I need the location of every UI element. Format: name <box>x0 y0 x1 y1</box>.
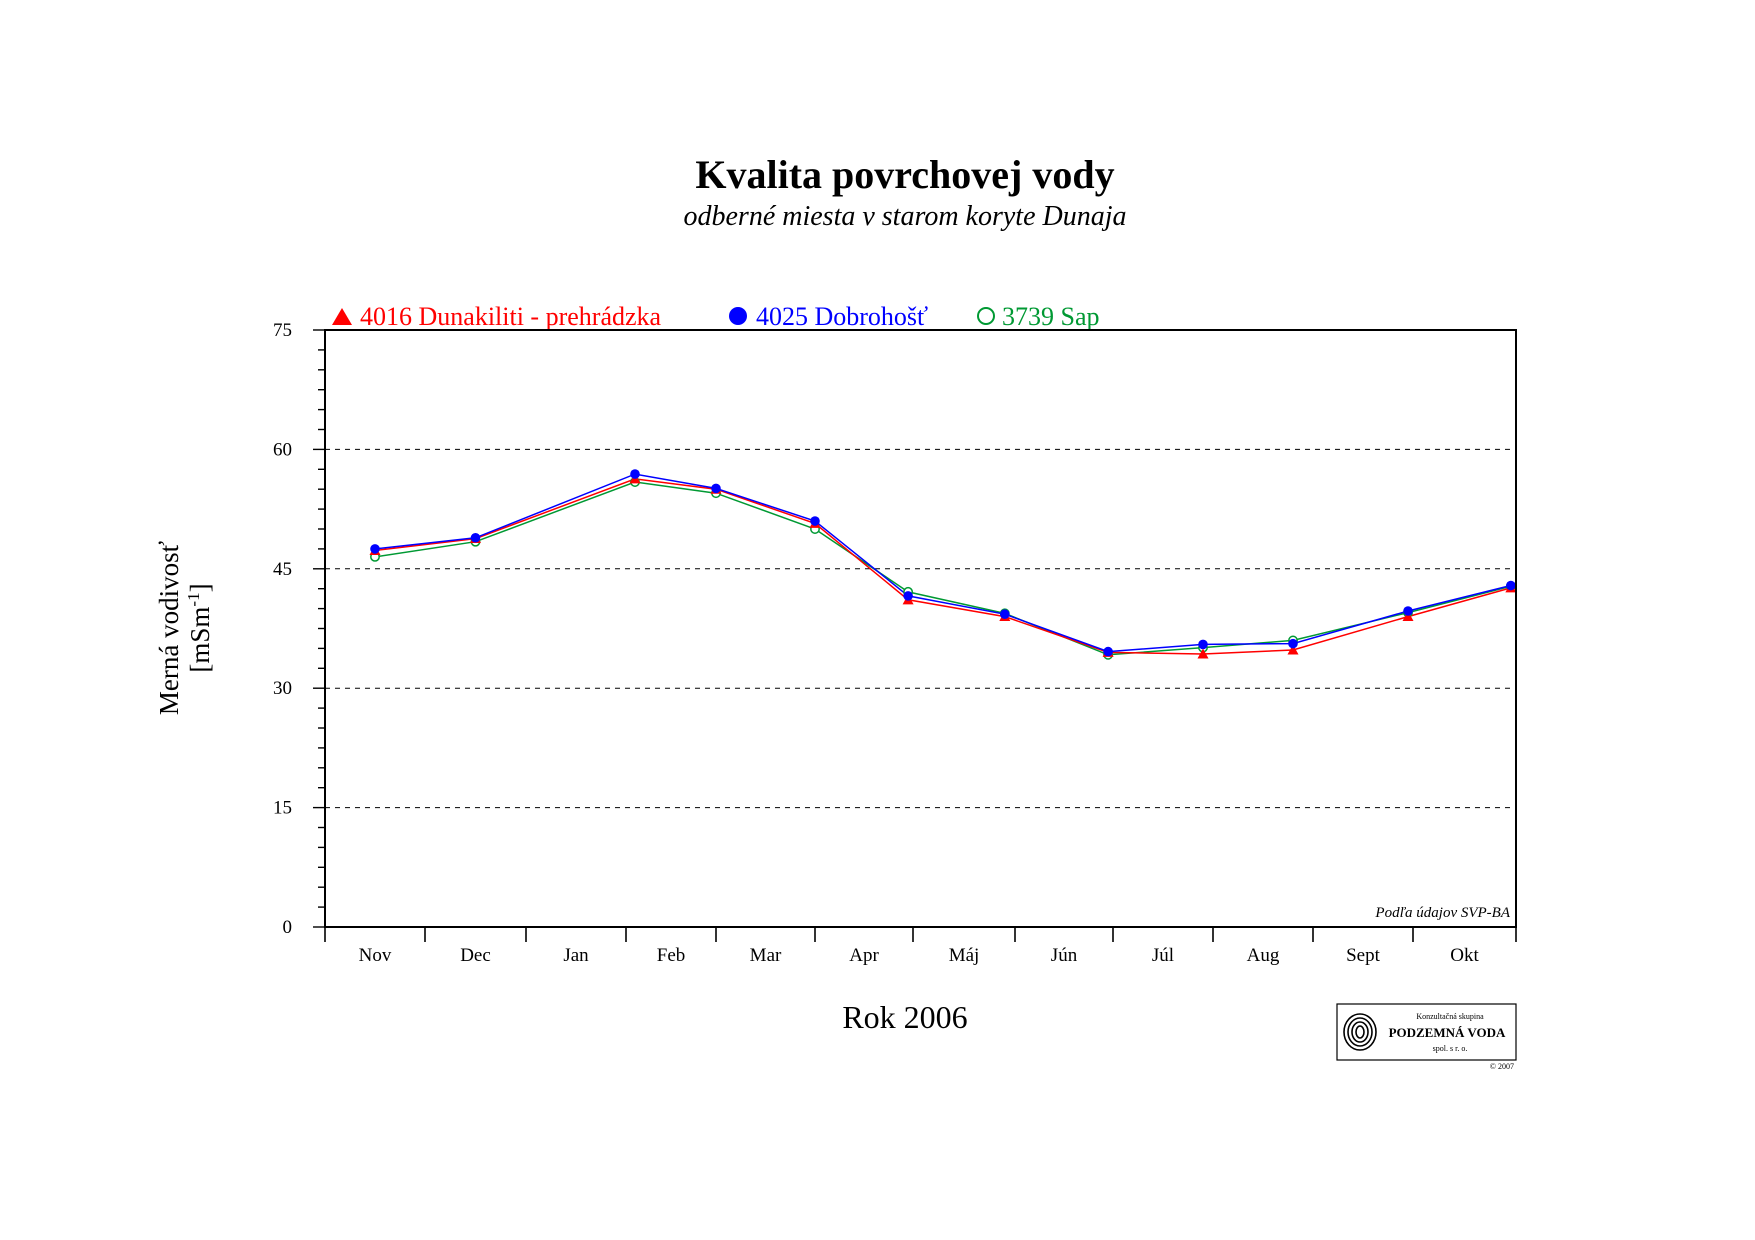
y-axis: 0 15 30 45 60 75 <box>273 320 325 938</box>
logo-line3: spol. s r. o. <box>1433 1044 1468 1053</box>
x-axis: Nov Dec Jan Feb Mar Apr Máj Jún Júl Aug Sept Okt <box>324 927 1517 966</box>
grid-lines <box>325 448 1516 809</box>
data-point-circle <box>711 483 721 494</box>
data-point-circle <box>1103 646 1113 657</box>
data-point-triangle <box>1402 611 1414 622</box>
y-tick-label: 45 <box>273 559 292 580</box>
data-point-circle <box>1198 639 1208 650</box>
chart-subtitle: odberné miesta v starom koryte Dunaja <box>684 201 1127 232</box>
triangle-marker-icon <box>332 308 352 325</box>
x-tick-label: Feb <box>657 945 686 966</box>
legend-label-green: 3739 Sap <box>1002 302 1100 331</box>
y-tick-label: 75 <box>273 320 292 341</box>
y-axis-label-line1: Merná vodivosť <box>154 540 184 715</box>
plot-frame <box>324 329 1517 928</box>
legend-item-red: 4016 Dunakiliti - prehrádzka <box>332 302 662 331</box>
y-tick-label: 0 <box>283 917 293 938</box>
x-tick-label: Apr <box>849 945 879 966</box>
data-point-circle <box>903 591 913 601</box>
x-tick-label: Aug <box>1247 945 1280 966</box>
y-axis-label: Merná vodivosť [mSm-1] <box>154 540 215 715</box>
filled-circle-marker-icon <box>729 307 747 325</box>
legend-label-blue: 4025 Dobrohošť <box>756 302 928 331</box>
fingerprint-spiral-icon <box>1343 1013 1377 1051</box>
x-axis-label: Rok 2006 <box>842 999 967 1035</box>
series-line <box>374 478 1512 655</box>
y-tick-label: 60 <box>273 439 292 460</box>
logo-copyright: © 2007 <box>1490 1062 1514 1071</box>
data-point-triangle <box>1287 644 1299 655</box>
series-line <box>374 473 1511 653</box>
source-note: Podľa údajov SVP-BA <box>1374 905 1510 921</box>
logo-box <box>1336 1003 1517 1061</box>
x-tick-label: Jan <box>563 945 589 966</box>
legend-item-blue: 4025 Dobrohošť <box>729 302 928 331</box>
x-tick-label: Júl <box>1152 945 1174 966</box>
x-tick-label: Sept <box>1346 945 1381 966</box>
y-axis-unit-sup: -1 <box>184 592 203 606</box>
x-tick-label: Okt <box>1450 945 1479 966</box>
data-point-circle <box>1288 638 1298 649</box>
company-logo: Konzultačná skupina PODZEMNÁ VODA spol. … <box>1336 1003 1517 1071</box>
y-axis-label-line2: [mSm-1] <box>184 583 215 672</box>
legend-label-red: 4016 Dunakiliti - prehrádzka <box>360 302 662 331</box>
y-axis-unit-close: ] <box>185 583 215 592</box>
data-point-circle <box>370 544 380 554</box>
y-axis-unit: [mSm <box>185 607 215 673</box>
logo-line1: Konzultačná skupina <box>1416 1012 1484 1021</box>
open-circle-marker-icon <box>977 307 995 325</box>
data-point-circle <box>1506 580 1516 591</box>
series-line <box>374 481 1511 656</box>
data-point-circle <box>470 532 481 543</box>
logo-line2: PODZEMNÁ VODA <box>1389 1025 1506 1040</box>
data-series <box>369 469 1517 660</box>
data-point-circle <box>1000 609 1010 619</box>
x-tick-label: Nov <box>359 945 392 966</box>
y-tick-label: 15 <box>273 798 292 819</box>
x-tick-label: Máj <box>949 945 980 966</box>
chart-title: Kvalita povrchovej vody <box>695 152 1114 197</box>
data-point-circle <box>630 469 640 479</box>
data-point-circle <box>810 516 820 526</box>
data-point-circle <box>1403 606 1413 616</box>
x-tick-label: Dec <box>460 945 491 966</box>
data-point-triangle <box>1197 648 1209 659</box>
x-tick-label: Mar <box>750 945 782 966</box>
legend: 4016 Dunakiliti - prehrádzka 4025 Dobroh… <box>332 302 1100 331</box>
x-tick-label: Jún <box>1051 945 1078 966</box>
legend-item-green: 3739 Sap <box>977 302 1100 331</box>
y-tick-label: 30 <box>273 678 292 699</box>
